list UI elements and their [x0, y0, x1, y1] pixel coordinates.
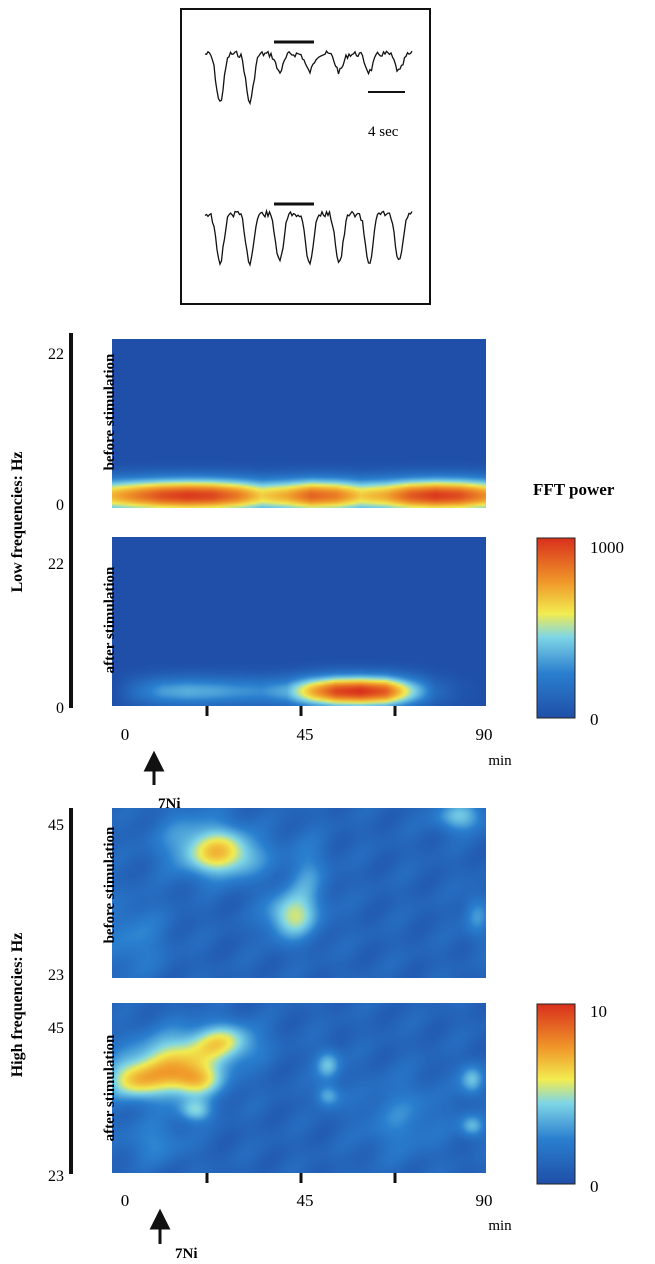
x-tick-label-90: 90 — [476, 725, 493, 744]
high-before-ytick-bottom: 23 — [48, 967, 64, 984]
high-after-ytick-bottom: 23 — [48, 1168, 64, 1185]
high-x-axis: 0 45 90 min 7Ni — [121, 1173, 512, 1262]
x-unit-label: min — [488, 753, 512, 769]
low-after-ytick-top: 22 — [48, 556, 64, 573]
low-before-ytick-bottom: 0 — [56, 497, 64, 514]
trace-inset: 4 sec — [180, 8, 431, 305]
low-before-row-label: before stimulation — [102, 353, 118, 470]
high-frequencies-label: High frequencies: Hz — [9, 933, 26, 1078]
low-frequencies-label: Low frequencies: Hz — [9, 451, 26, 592]
x-unit-label: min — [488, 1218, 512, 1234]
high-before-ytick-top: 45 — [48, 817, 64, 834]
high-before-row-label: before stimulation — [102, 826, 118, 943]
high-colorbar-max: 10 — [590, 1002, 607, 1021]
x-tick-label-90: 90 — [476, 1191, 493, 1210]
low-after-row-label: after stimulation — [102, 566, 118, 673]
low-x-axis: 0 45 90 min 7Ni — [121, 706, 512, 812]
low-colorbar-min: 0 — [590, 710, 599, 729]
high-colorbar: 10 0 — [536, 1002, 607, 1196]
high-colorbar-gradient — [536, 1003, 576, 1185]
low-before-ytick-top: 22 — [48, 346, 64, 363]
heatmap-low-after — [112, 537, 486, 706]
low-after-ytick-bottom: 0 — [56, 700, 64, 717]
stimulus-marker-label: 7Ni — [175, 1246, 198, 1262]
low-colorbar: FFT power 1000 0 — [533, 480, 624, 729]
heatmap-high-after — [112, 1003, 486, 1173]
x-tick-label-45: 45 — [297, 1191, 314, 1210]
stimulus-arrow-icon — [149, 1208, 171, 1244]
high-after-ytick-top: 45 — [48, 1020, 64, 1037]
inset-frame — [180, 8, 431, 305]
low-colorbar-gradient — [536, 537, 576, 719]
stimulus-arrow-icon — [143, 750, 165, 785]
colorbar-title: FFT power — [533, 480, 615, 499]
time-scale-label: 4 sec — [368, 124, 399, 140]
x-tick-label-45: 45 — [297, 725, 314, 744]
heatmap-low-before — [112, 339, 486, 508]
x-tick-label-0: 0 — [121, 1191, 130, 1210]
x-tick-label-0: 0 — [121, 725, 130, 744]
eeg-trace-after — [204, 208, 413, 267]
low-colorbar-max: 1000 — [590, 538, 624, 557]
high-after-row-label: after stimulation — [102, 1034, 118, 1141]
heatmap-high-before — [112, 808, 486, 978]
eeg-trace-before — [204, 49, 413, 106]
high-colorbar-min: 0 — [590, 1177, 599, 1196]
